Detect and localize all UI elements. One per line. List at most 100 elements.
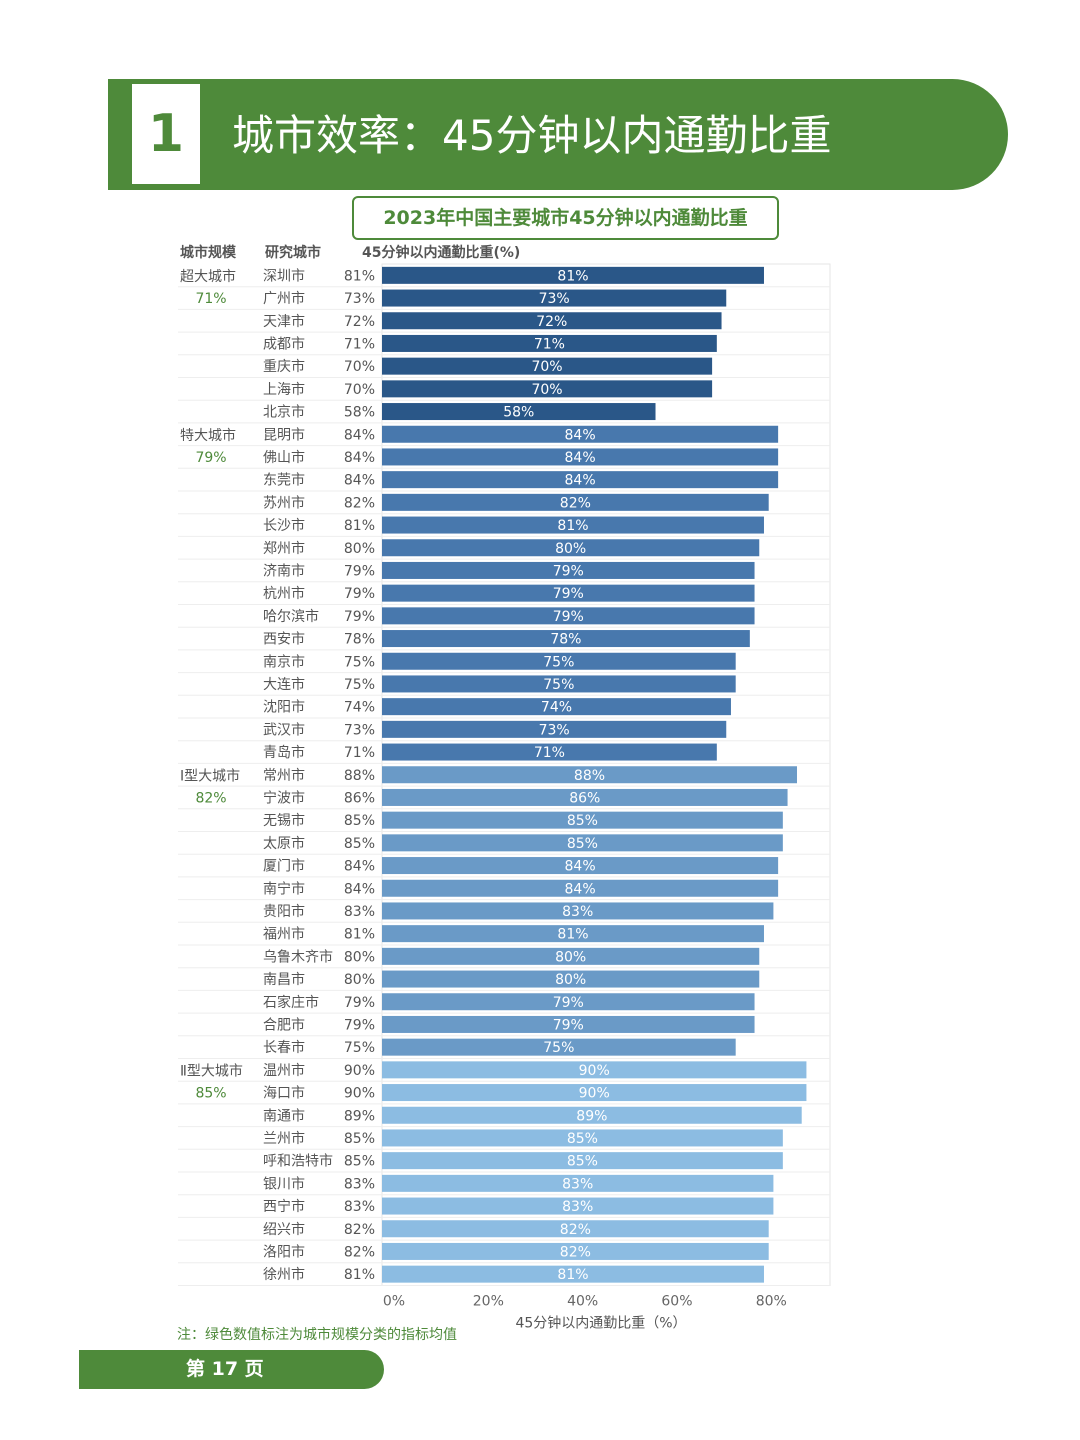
bar-data-label: 85%	[567, 1154, 598, 1170]
bar	[382, 743, 717, 761]
bar-data-label: 82%	[560, 495, 591, 511]
value-label: 79%	[344, 586, 375, 602]
bar	[382, 448, 779, 466]
bar-data-label: 81%	[557, 518, 588, 534]
page-footer	[79, 1350, 384, 1389]
bar	[382, 289, 727, 307]
city-label: 温州市	[263, 1062, 305, 1079]
bar-data-label: 86%	[569, 790, 600, 806]
group-label: 超大城市	[180, 268, 236, 285]
bar-data-label: 82%	[560, 1244, 591, 1260]
city-label: 佛山市	[263, 449, 305, 466]
bar	[382, 1242, 769, 1260]
value-label: 73%	[344, 722, 375, 738]
city-label: 长春市	[263, 1039, 305, 1056]
x-tick-label: 80%	[756, 1294, 787, 1310]
x-tick-label: 0%	[383, 1294, 405, 1310]
value-label: 73%	[344, 291, 375, 307]
city-label: 上海市	[263, 381, 305, 398]
group-label: Ⅱ型大城市	[180, 1063, 243, 1080]
bar-data-label: 75%	[543, 654, 574, 670]
value-label: 85%	[344, 836, 375, 852]
value-label: 70%	[344, 359, 375, 375]
bar-data-label: 73%	[539, 722, 570, 738]
city-label: 贵阳市	[263, 903, 305, 920]
value-label: 83%	[344, 1176, 375, 1192]
bar-data-label: 79%	[553, 609, 584, 625]
city-label: 天津市	[263, 313, 305, 330]
value-label: 78%	[344, 632, 375, 648]
city-label: 银川市	[263, 1175, 305, 1192]
city-label: 厦门市	[263, 858, 305, 875]
bar-data-label: 79%	[553, 995, 584, 1011]
bar-data-label: 84%	[565, 881, 596, 897]
bar-data-label: 83%	[562, 1199, 593, 1215]
bar-data-label: 80%	[555, 949, 586, 965]
value-label: 82%	[344, 495, 375, 511]
bar	[382, 380, 713, 398]
bar	[382, 425, 779, 443]
city-label: 西安市	[263, 631, 305, 648]
bar	[382, 1265, 764, 1283]
city-label: 宁波市	[263, 789, 305, 806]
city-label: 呼和浩特市	[263, 1153, 333, 1170]
bar	[382, 403, 656, 421]
bar	[382, 607, 755, 625]
bar	[382, 675, 736, 693]
bar-data-label: 79%	[553, 1017, 584, 1033]
city-label: 绍兴市	[263, 1221, 305, 1238]
bar-data-label: 83%	[562, 1176, 593, 1192]
bar	[382, 1129, 783, 1147]
city-label: 重庆市	[263, 358, 305, 375]
value-label: 86%	[344, 790, 375, 806]
value-label: 83%	[344, 1199, 375, 1215]
bar-data-label: 75%	[543, 677, 574, 693]
city-label: 南宁市	[263, 880, 305, 897]
bar-data-label: 78%	[550, 632, 581, 648]
city-label: 太原市	[263, 835, 305, 852]
bar	[382, 1015, 755, 1033]
bar	[382, 539, 760, 557]
value-label: 85%	[344, 1131, 375, 1147]
group-mean: 71%	[195, 291, 226, 307]
city-label: 成都市	[263, 335, 305, 352]
bar-data-label: 84%	[565, 473, 596, 489]
city-label: 沈阳市	[263, 699, 305, 716]
city-label: 苏州市	[263, 494, 305, 511]
x-tick-label: 60%	[661, 1294, 692, 1310]
section-banner	[108, 79, 1008, 190]
x-tick-label: 20%	[473, 1294, 504, 1310]
city-label: 合肥市	[263, 1016, 305, 1033]
city-label: 哈尔滨市	[263, 608, 319, 625]
value-label: 79%	[344, 995, 375, 1011]
value-label: 84%	[344, 473, 375, 489]
value-label: 83%	[344, 904, 375, 920]
city-label: 兰州市	[263, 1130, 305, 1147]
bar	[382, 1084, 807, 1102]
bar	[382, 947, 760, 965]
group-mean: 79%	[195, 450, 226, 466]
bar-data-label: 85%	[567, 1131, 598, 1147]
city-label: 武汉市	[263, 721, 305, 738]
chart-title: 2023年中国主要城市45分钟以内通勤比重	[352, 196, 779, 240]
bar	[382, 766, 797, 784]
bar-data-label: 84%	[565, 450, 596, 466]
value-label: 89%	[344, 1108, 375, 1124]
city-label: 南通市	[263, 1107, 305, 1124]
bar	[382, 788, 788, 806]
city-label: 青岛市	[263, 744, 305, 761]
city-label: 郑州市	[263, 540, 305, 557]
value-label: 85%	[344, 1154, 375, 1170]
header-city-scale: 城市规模	[180, 245, 236, 261]
bar-data-label: 89%	[576, 1108, 607, 1124]
value-label: 74%	[344, 700, 375, 716]
value-label: 90%	[344, 1063, 375, 1079]
bar	[382, 652, 736, 670]
city-label: 无锡市	[263, 812, 305, 829]
value-label: 82%	[344, 1244, 375, 1260]
bar	[382, 698, 731, 716]
city-label: 大连市	[263, 676, 305, 693]
city-label: 北京市	[263, 404, 305, 421]
bar	[382, 857, 779, 875]
